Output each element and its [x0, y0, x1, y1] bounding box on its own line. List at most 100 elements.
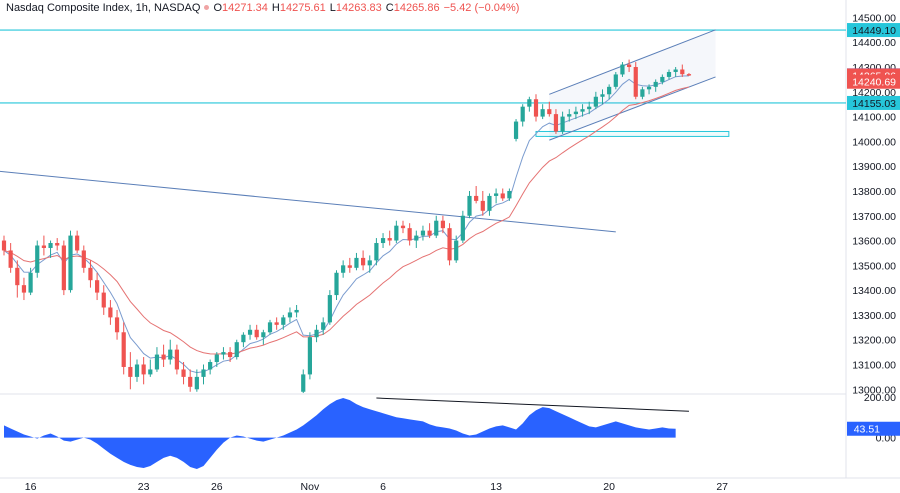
candle-body-8 — [55, 243, 60, 246]
candle-19 — [128, 352, 133, 390]
candle-body-44 — [294, 309, 299, 313]
candle-body-7 — [48, 243, 53, 248]
price-tick-label: 13100.00 — [852, 359, 896, 371]
candle-6 — [41, 235, 46, 256]
candle-70 — [467, 190, 472, 219]
candle-43 — [287, 307, 293, 323]
candle-body-24 — [161, 354, 166, 360]
channel-upper-line — [549, 29, 716, 95]
time-tick-label: 27 — [716, 481, 728, 493]
candle-body-54 — [361, 257, 366, 266]
candle-body-66 — [440, 220, 445, 229]
candle-48 — [321, 317, 326, 335]
candle-78 — [520, 104, 525, 127]
candle-99 — [660, 74, 665, 85]
price-tick-label: 14200.00 — [852, 87, 896, 99]
candle-body-100 — [666, 71, 672, 77]
candle-body-67 — [447, 228, 452, 261]
candle-body-29 — [194, 376, 199, 390]
candle-body-51 — [341, 265, 346, 273]
candle-body-20 — [134, 364, 140, 377]
candle-body-45 — [301, 374, 306, 392]
candle-body-18 — [121, 332, 126, 367]
candle-0 — [1, 235, 7, 256]
price-tick-label: 13500.00 — [852, 260, 896, 272]
candle-16 — [108, 300, 113, 325]
candle-body-9 — [61, 245, 66, 291]
candle-9 — [61, 240, 66, 296]
candle-body-11 — [75, 235, 80, 251]
candle-body-27 — [181, 369, 186, 377]
candle-65 — [434, 215, 439, 239]
open-label: O — [213, 2, 222, 14]
candle-body-84 — [560, 116, 565, 132]
main-pane — [0, 29, 846, 393]
candle-1 — [8, 243, 13, 273]
candle-12 — [81, 245, 86, 273]
candle-body-19 — [128, 366, 133, 377]
price-tick-label: 13600.00 — [852, 236, 896, 248]
candle-34 — [228, 347, 233, 363]
price-tick-label: 14000.00 — [852, 136, 896, 148]
change-value: −5.42 (−0.04%) — [443, 2, 520, 14]
price-tick-label: 13700.00 — [852, 211, 896, 223]
candle-25 — [168, 339, 173, 365]
candle-20 — [134, 359, 140, 382]
candle-body-40 — [267, 322, 273, 333]
candle-103 — [686, 73, 692, 76]
candle-58 — [387, 230, 392, 246]
candle-53 — [354, 252, 359, 271]
candle-body-56 — [374, 243, 379, 261]
candle-24 — [161, 344, 166, 367]
oscillator-area — [4, 398, 676, 469]
candle-body-91 — [607, 86, 612, 95]
time-tick-label: Nov — [301, 481, 320, 493]
candle-5 — [35, 240, 40, 278]
candle-body-38 — [254, 329, 259, 338]
oscillator-tick-label: 200.00 — [864, 392, 896, 404]
candle-94 — [627, 59, 632, 72]
ma-fast-line — [3, 75, 689, 374]
oscillator-divergence-line — [376, 397, 689, 412]
candle-body-96 — [640, 89, 645, 97]
candle-body-21 — [141, 364, 146, 375]
price-tick-label: 13800.00 — [852, 186, 896, 198]
candle-86 — [573, 106, 578, 120]
time-tick-label: 20 — [603, 481, 615, 493]
candle-body-78 — [520, 106, 525, 122]
candle-body-73 — [487, 195, 492, 211]
candle-body-60 — [400, 225, 406, 229]
candle-body-3 — [21, 285, 27, 293]
candle-body-12 — [81, 250, 86, 268]
candle-83 — [553, 109, 559, 134]
time-tick-label: 23 — [138, 481, 150, 493]
oscillator-pane — [4, 397, 689, 469]
candle-11 — [75, 230, 80, 253]
candle-body-23 — [154, 354, 160, 370]
candle-body-46 — [307, 337, 312, 375]
candle-body-22 — [148, 369, 153, 375]
candle-body-83 — [553, 114, 559, 132]
low-value: 14263.83 — [335, 2, 382, 14]
candle-body-69 — [460, 215, 465, 241]
candle-18 — [121, 322, 126, 375]
chart-header: Nasdaq Composite Index, 1h, NASDAQ O14271… — [6, 2, 519, 14]
time-tick-label: 26 — [211, 481, 223, 493]
candle-body-42 — [281, 317, 286, 325]
candle-74 — [494, 188, 499, 204]
candle-95 — [633, 62, 638, 100]
candle-body-6 — [41, 245, 46, 248]
candle-7 — [48, 240, 53, 258]
candle-body-36 — [241, 334, 246, 343]
price-badge-3 — [847, 74, 900, 89]
candle-body-32 — [214, 354, 219, 363]
candle-body-81 — [540, 109, 545, 117]
candle-81 — [540, 104, 545, 120]
candle-body-15 — [101, 292, 106, 308]
candle-98 — [653, 79, 658, 92]
candle-body-2 — [15, 267, 20, 286]
symbol-label[interactable]: Nasdaq Composite Index, 1h, NASDAQ — [6, 2, 201, 14]
candle-75 — [500, 188, 505, 201]
candle-4 — [28, 267, 33, 296]
